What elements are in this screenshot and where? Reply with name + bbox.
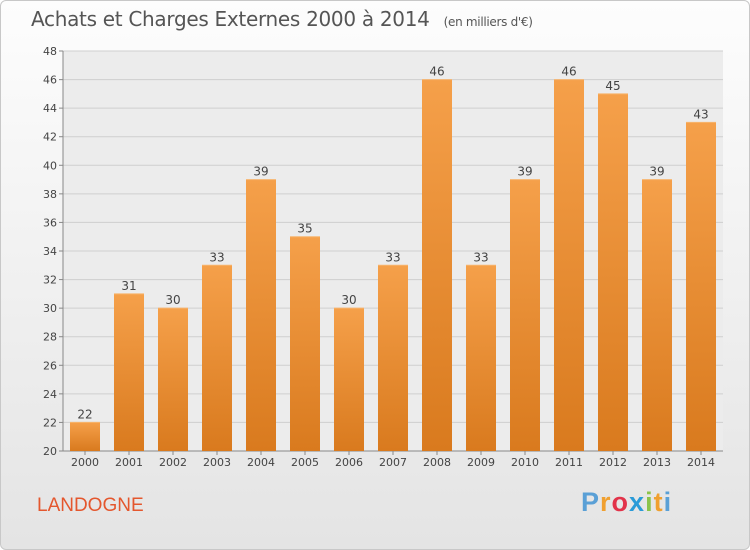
x-tick-label: 2008	[423, 456, 451, 469]
y-tick-label: 30	[43, 302, 57, 315]
bar-value-label: 30	[165, 293, 180, 307]
bar	[378, 265, 408, 451]
logo-letter: P	[581, 487, 601, 517]
y-tick-label: 20	[43, 445, 57, 458]
commune-name: LANDOGNE	[37, 495, 144, 516]
logo-letter: r	[600, 487, 612, 517]
bar-value-label: 39	[517, 165, 532, 179]
bar	[70, 422, 100, 451]
chart-title: Achats et Charges Externes 2000 à 2014 (…	[31, 7, 533, 31]
bar-value-label: 43	[693, 107, 708, 121]
x-tick-label: 2014	[687, 456, 715, 469]
logo-letter: x	[629, 487, 646, 517]
x-tick-label: 2013	[643, 456, 671, 469]
x-tick-label: 2009	[467, 456, 495, 469]
x-tick-label: 2010	[511, 456, 539, 469]
y-tick-label: 32	[43, 274, 57, 287]
y-tick-label: 24	[43, 388, 57, 401]
bar-value-label: 31	[121, 279, 136, 293]
proxiti-logo: Proxiti	[581, 487, 672, 518]
y-tick-label: 36	[43, 216, 57, 229]
bar-value-label: 45	[605, 79, 620, 93]
bar	[686, 122, 716, 451]
bar-value-label: 39	[649, 165, 664, 179]
bar-value-label: 46	[429, 65, 444, 79]
x-tick-label: 2001	[115, 456, 143, 469]
bar-value-label: 46	[561, 65, 576, 79]
x-tick-label: 2000	[71, 456, 99, 469]
bar	[510, 179, 540, 452]
bar	[466, 265, 496, 451]
logo-letter: t	[653, 487, 664, 517]
x-tick-label: 2002	[159, 456, 187, 469]
bar	[290, 236, 320, 451]
logo-letter: i	[663, 487, 673, 517]
bar	[246, 179, 276, 452]
y-tick-label: 48	[43, 45, 57, 58]
y-tick-label: 38	[43, 188, 57, 201]
x-tick-label: 2006	[335, 456, 363, 469]
y-tick-label: 26	[43, 359, 57, 372]
bar	[158, 308, 188, 451]
logo-letter: i	[645, 487, 654, 517]
y-tick-label: 46	[43, 74, 57, 87]
bar-value-label: 30	[341, 293, 356, 307]
y-tick-label: 42	[43, 131, 57, 144]
bar-value-label: 33	[209, 250, 224, 264]
bar	[642, 179, 672, 452]
chart-title-text: Achats et Charges Externes 2000 à 2014	[31, 7, 430, 31]
bar-value-label: 39	[253, 165, 268, 179]
bar	[334, 308, 364, 451]
bar	[202, 265, 232, 451]
bar-value-label: 22	[77, 407, 92, 421]
x-tick-label: 2012	[599, 456, 627, 469]
y-tick-label: 44	[43, 102, 57, 115]
bar	[422, 79, 452, 452]
bar	[554, 79, 584, 452]
chart-subtitle: (en milliers d'€)	[443, 15, 533, 29]
bar-value-label: 33	[473, 250, 488, 264]
x-tick-label: 2003	[203, 456, 231, 469]
x-tick-label: 2011	[555, 456, 583, 469]
x-tick-label: 2005	[291, 456, 319, 469]
bar	[114, 293, 144, 451]
bar-value-label: 35	[297, 222, 312, 236]
y-tick-label: 40	[43, 159, 57, 172]
x-tick-label: 2004	[247, 456, 275, 469]
bar	[598, 93, 628, 451]
y-tick-label: 34	[43, 245, 57, 258]
logo-letter: o	[611, 487, 630, 517]
bar-value-label: 33	[385, 250, 400, 264]
y-tick-label: 28	[43, 331, 57, 344]
y-tick-label: 22	[43, 416, 57, 429]
x-tick-label: 2007	[379, 456, 407, 469]
